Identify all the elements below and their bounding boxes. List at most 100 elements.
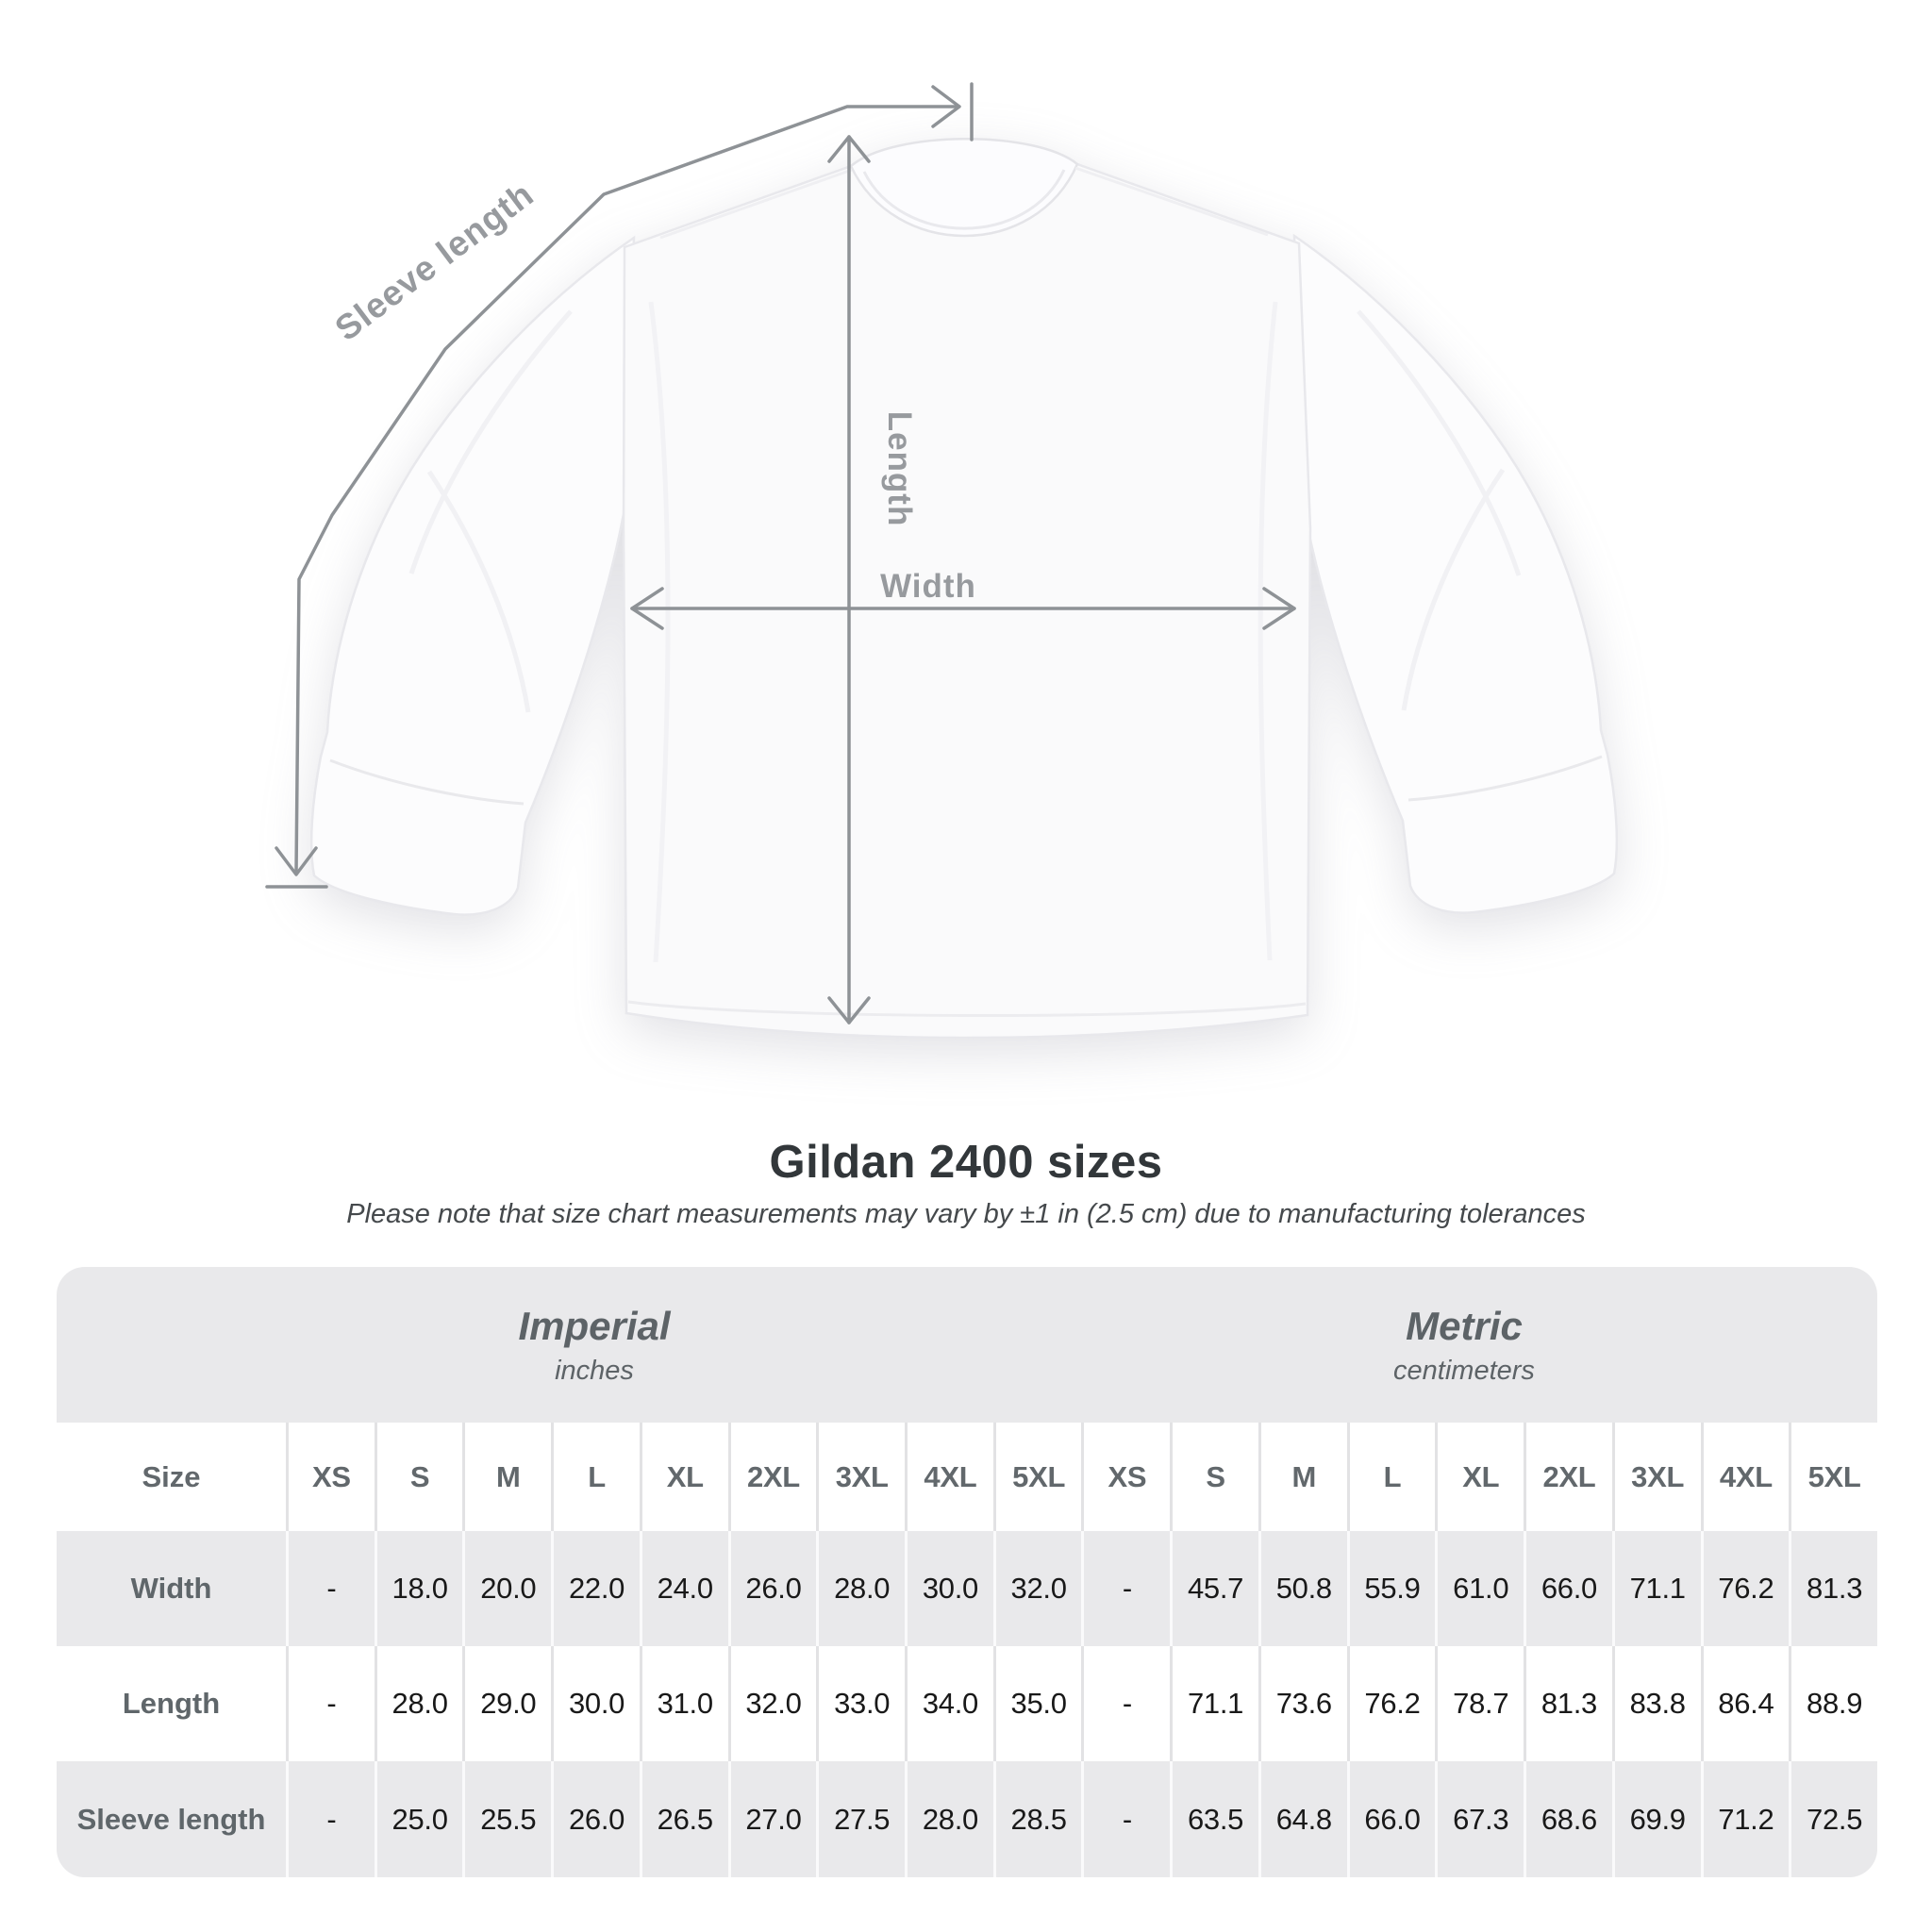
width-row: Width - 18.0 20.0 22.0 24.0 26.0 28.0 30… (57, 1531, 1877, 1646)
size-header: S (1170, 1423, 1258, 1531)
size-header: M (462, 1423, 551, 1531)
page-title: Gildan 2400 sizes (769, 1137, 1163, 1188)
size-cell: 24.0 (639, 1531, 728, 1646)
shirt-collar-seam (862, 169, 1066, 230)
size-header: 2XL (1524, 1423, 1612, 1531)
shirt-fold-right-sleeve-top (1357, 309, 1522, 576)
shirt-fold-left-sleeve (426, 470, 531, 713)
size-cell: 72.5 (1789, 1761, 1877, 1877)
size-cell: 81.3 (1789, 1531, 1877, 1646)
row-label-width: Width (130, 1572, 212, 1605)
size-table: Imperial inches Metric centimeters Size … (57, 1267, 1877, 1877)
size-header-row: Size XS S M L XL 2XL 3XL 4XL 5XL XS S M … (57, 1423, 1877, 1531)
size-header: 2XL (727, 1423, 817, 1531)
size-cell: 35.0 (992, 1646, 1082, 1761)
size-header: 4XL (1700, 1423, 1790, 1531)
size-cell: - (1081, 1646, 1170, 1761)
shirt-right-cuff-seam (1407, 755, 1603, 802)
shirt-measurement-diagram: Sleeve length Length Width (265, 82, 1619, 1040)
size-cell: 86.4 (1700, 1646, 1790, 1761)
row-label-length: Length (122, 1687, 221, 1720)
size-cell: 22.0 (551, 1531, 640, 1646)
size-cell: - (1081, 1531, 1170, 1646)
length-arrow (827, 135, 871, 1024)
size-cell: 55.9 (1346, 1531, 1436, 1646)
metric-group-header: Metric centimeters (1068, 1267, 1860, 1423)
sleeve-length-measure-label: Sleeve length (328, 175, 541, 348)
shirt-right-shoulder-seam (1074, 166, 1269, 237)
shirt-fold-body-right (1257, 301, 1278, 961)
shirt-hem-seam (627, 1000, 1307, 1018)
size-cell: 71.1 (1611, 1531, 1701, 1646)
size-cell: 18.0 (374, 1531, 463, 1646)
size-cell: 78.7 (1435, 1646, 1524, 1761)
size-cell: 32.0 (727, 1646, 817, 1761)
size-cell: 28.5 (992, 1761, 1082, 1877)
row-label-sleeve-length: Sleeve length (76, 1802, 266, 1836)
size-cell: - (286, 1761, 375, 1877)
shirt-fold-left-sleeve-top (408, 309, 573, 575)
shirt-collar (849, 138, 1079, 238)
size-cell: 73.6 (1257, 1646, 1347, 1761)
size-cell: 27.5 (816, 1761, 905, 1877)
width-measure-label: Width (880, 568, 976, 605)
metric-label: Metric (1406, 1303, 1523, 1348)
size-header: XL (1435, 1423, 1524, 1531)
size-cell: 29.0 (462, 1646, 551, 1761)
measurement-arrows (265, 82, 1296, 1024)
size-cell: 66.0 (1346, 1761, 1436, 1877)
size-cell: 69.9 (1611, 1761, 1701, 1877)
size-cell: 61.0 (1435, 1531, 1524, 1646)
shirt-diagram-canvas: Sleeve length Length Width (265, 82, 1619, 1040)
size-cell: 20.0 (462, 1531, 551, 1646)
size-cell: 64.8 (1257, 1761, 1347, 1877)
size-cell: 88.9 (1789, 1646, 1877, 1761)
length-measure-label: Length (881, 411, 918, 527)
size-header: L (1346, 1423, 1436, 1531)
shirt-left-sleeve (309, 235, 636, 916)
tolerance-note: Please note that size chart measurements… (346, 1199, 1586, 1229)
size-cell: 50.8 (1257, 1531, 1347, 1646)
size-header: L (551, 1423, 640, 1531)
size-cell: 30.0 (551, 1646, 640, 1761)
size-header: M (1257, 1423, 1347, 1531)
size-cell: 26.0 (727, 1531, 817, 1646)
size-cell: 25.5 (462, 1761, 551, 1877)
size-cell: 63.5 (1170, 1761, 1258, 1877)
sleeve-length-row: Sleeve length - 25.0 25.5 26.0 26.5 27.0… (57, 1761, 1877, 1877)
width-arrow (630, 587, 1296, 630)
shirt-right-sleeve (1292, 233, 1619, 914)
size-header: XS (286, 1423, 375, 1531)
imperial-group-header: Imperial inches (198, 1267, 991, 1423)
size-header: XS (1081, 1423, 1170, 1531)
size-cell: 45.7 (1170, 1531, 1258, 1646)
shirt-left-cuff-seam (329, 758, 525, 806)
size-cell: 31.0 (639, 1646, 728, 1761)
size-cell: 76.2 (1700, 1531, 1790, 1646)
size-cell: 66.0 (1524, 1531, 1612, 1646)
size-cell: 28.0 (816, 1531, 905, 1646)
size-header: 3XL (816, 1423, 905, 1531)
size-cell: 25.0 (374, 1761, 463, 1877)
size-cell: 81.3 (1524, 1646, 1612, 1761)
size-cell: 76.2 (1346, 1646, 1436, 1761)
size-cell: 83.8 (1611, 1646, 1701, 1761)
long-sleeve-shirt-illustration (309, 138, 1619, 1040)
size-cell: - (286, 1531, 375, 1646)
size-cell: 68.6 (1524, 1761, 1612, 1877)
shirt-left-shoulder-seam (659, 168, 853, 240)
metric-unit-label: centimeters (1393, 1355, 1535, 1386)
size-header: S (374, 1423, 463, 1531)
size-cell: 33.0 (816, 1646, 905, 1761)
size-cell: 34.0 (905, 1646, 993, 1761)
size-cell: 28.0 (374, 1646, 463, 1761)
sleeve-length-arrow (265, 82, 974, 889)
size-header: 4XL (905, 1423, 993, 1531)
size-cell: 28.0 (905, 1761, 993, 1877)
size-header: 5XL (1789, 1423, 1877, 1531)
size-cell: 67.3 (1435, 1761, 1524, 1877)
size-cell: 71.2 (1700, 1761, 1790, 1877)
size-cell: - (1081, 1761, 1170, 1877)
size-cell: 30.0 (905, 1531, 993, 1646)
size-column-header: Size (142, 1459, 201, 1493)
